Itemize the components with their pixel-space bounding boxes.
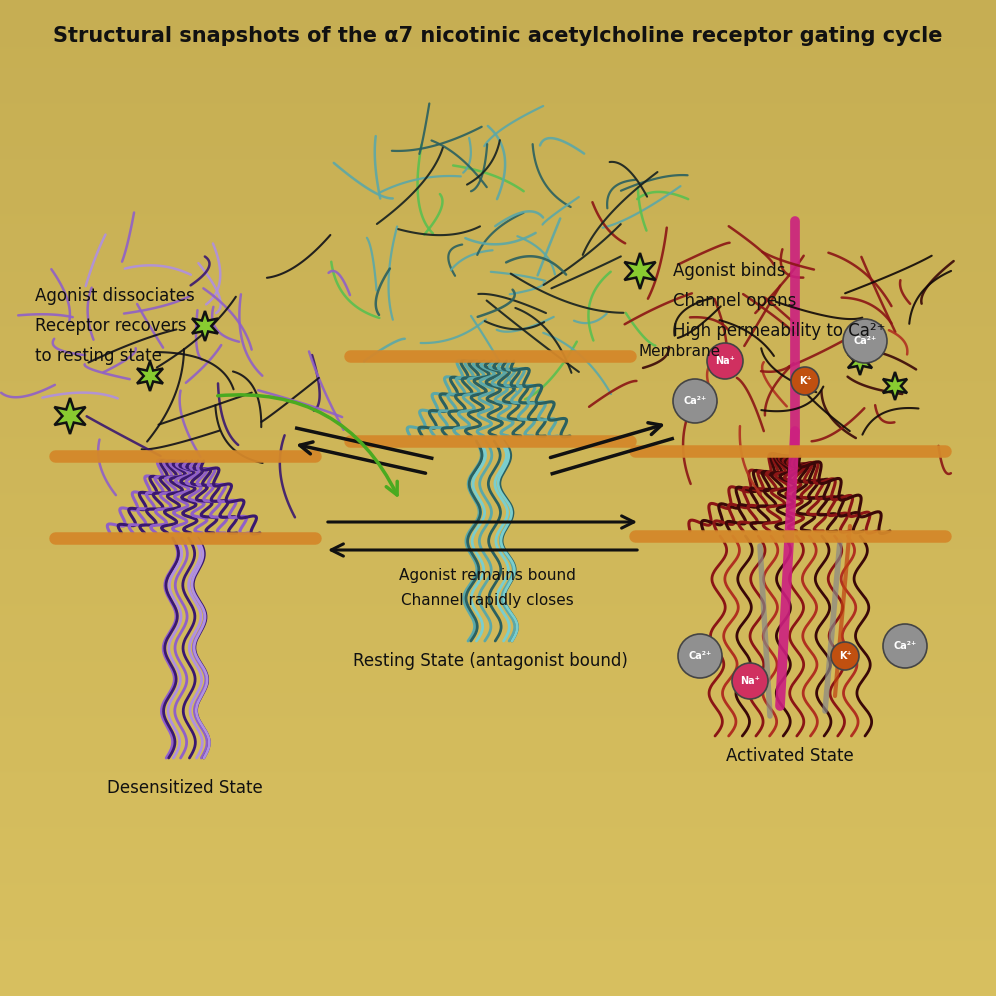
Circle shape: [831, 642, 859, 670]
Text: Na⁺: Na⁺: [740, 676, 760, 686]
Text: Agonist dissociates: Agonist dissociates: [35, 287, 195, 305]
Text: Ca²⁺: Ca²⁺: [854, 336, 876, 346]
Text: Channel opens: Channel opens: [673, 292, 797, 310]
Circle shape: [791, 367, 819, 395]
Text: Ca²⁺: Ca²⁺: [893, 641, 916, 651]
Polygon shape: [848, 347, 872, 375]
Circle shape: [678, 634, 722, 678]
Text: Agonist remains bound: Agonist remains bound: [399, 568, 576, 583]
Text: Activated State: Activated State: [726, 747, 854, 765]
Text: Na⁺: Na⁺: [715, 356, 735, 366]
Circle shape: [673, 379, 717, 423]
Text: Desensitized State: Desensitized State: [108, 779, 263, 797]
Text: to resting state: to resting state: [35, 347, 162, 365]
Text: Receptor recovers: Receptor recovers: [35, 317, 186, 335]
Text: K⁺: K⁺: [839, 651, 852, 661]
Text: Structural snapshots of the α7 nicotinic acetylcholine receptor gating cycle: Structural snapshots of the α7 nicotinic…: [53, 26, 943, 46]
Polygon shape: [624, 253, 655, 289]
Polygon shape: [55, 398, 86, 434]
Circle shape: [843, 319, 887, 363]
Text: Agonist binds: Agonist binds: [673, 262, 786, 280]
Text: Channel rapidly closes: Channel rapidly closes: [401, 593, 574, 608]
Text: Membrane: Membrane: [638, 344, 720, 359]
Circle shape: [732, 663, 768, 699]
Text: Ca²⁺: Ca²⁺: [683, 396, 706, 406]
Polygon shape: [192, 311, 218, 341]
Polygon shape: [137, 361, 163, 391]
Polygon shape: [882, 372, 907, 400]
Circle shape: [883, 624, 927, 668]
Text: Ca²⁺: Ca²⁺: [688, 651, 711, 661]
Text: High permeability to Ca²⁺: High permeability to Ca²⁺: [673, 322, 885, 340]
Text: K⁺: K⁺: [799, 376, 812, 386]
Circle shape: [707, 343, 743, 379]
Text: Resting State (antagonist bound): Resting State (antagonist bound): [353, 652, 627, 670]
